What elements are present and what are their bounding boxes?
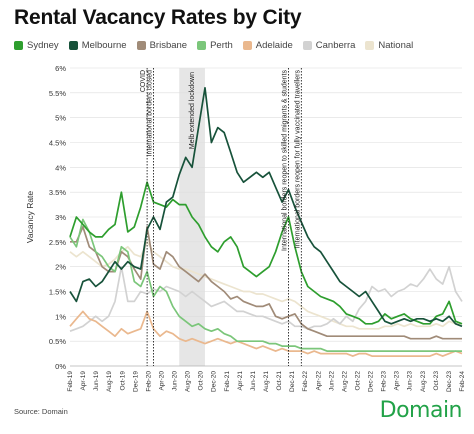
annotation-label: International borders reopen to skilled … (281, 70, 288, 251)
y-tick-label: 3.5% (49, 188, 66, 197)
x-tick-label: Oct-22 (354, 371, 361, 391)
legend-item-canberra[interactable]: Canberra (302, 40, 356, 51)
legend-label: Canberra (315, 40, 356, 51)
y-tick-label: 5% (55, 114, 66, 123)
x-tick-label: Aug-21 (263, 371, 270, 392)
series-line-adelaide (69, 310, 463, 357)
legend: Sydney Melbourne Brisbane Perth Adelaide Canb… (14, 40, 423, 51)
x-tick-label: Dec-19 (132, 371, 139, 392)
legend-label: Melbourne (81, 40, 127, 51)
x-tick-label: Apr-21 (237, 371, 244, 391)
x-tick-label: Dec-21 (289, 371, 296, 392)
y-tick-label: 2.5% (49, 238, 66, 247)
x-tick-label: Aug-20 (185, 371, 192, 392)
x-tick-label: Feb-19 (67, 371, 74, 392)
y-tick-label: 1% (55, 312, 66, 321)
legend-label: Brisbane (149, 40, 188, 51)
y-tick-label: 5.5% (49, 89, 66, 98)
brand-logo: Domain (379, 398, 463, 423)
x-tick-label: Dec-23 (446, 371, 453, 392)
legend-label: Sydney (27, 40, 59, 51)
legend-item-perth[interactable]: Perth (197, 40, 233, 51)
y-tick-label: 2% (55, 263, 66, 272)
x-tick-label: Jun-20 (172, 371, 179, 391)
x-tick-label: Apr-22 (315, 371, 322, 391)
legend-swatch (365, 41, 375, 50)
x-tick-label: Dec-20 (211, 371, 218, 392)
x-tick-label: Jun-21 (250, 371, 257, 391)
legend-label: Adelaide (255, 40, 293, 51)
y-tick-label: 6% (55, 64, 66, 73)
annotation-label: Melb extended lockdown (189, 72, 196, 149)
legend-item-adelaide[interactable]: Adelaide (242, 40, 293, 51)
y-tick-label: 1.5% (49, 288, 66, 297)
x-tick-label: Apr-19 (80, 371, 87, 391)
x-tick-label: Feb-23 (381, 371, 388, 392)
x-tick-label: Oct-19 (119, 371, 126, 391)
x-tick-label: Dec-22 (368, 371, 375, 392)
legend-swatch (68, 41, 78, 50)
series-line-perth (69, 218, 462, 352)
annotation-label: International borders reopen for fully v… (294, 70, 301, 249)
legend-label: National (378, 40, 414, 51)
legend-swatch (242, 41, 252, 50)
y-tick-label: 4% (55, 163, 66, 172)
legend-item-national[interactable]: National (365, 40, 413, 51)
x-tick-label: Feb-20 (145, 371, 152, 392)
y-tick-label: 3% (55, 213, 66, 222)
x-tick-label: Aug-22 (341, 371, 348, 392)
y-tick-label: 4.5% (49, 139, 66, 148)
legend-item-brisbane[interactable]: Brisbane (136, 40, 188, 51)
annotation-label: International borders closed (147, 70, 154, 156)
x-tick-label: Aug-23 (420, 371, 427, 392)
y-tick-label: 0.5% (49, 337, 66, 346)
x-tick-label: Oct-20 (198, 371, 205, 391)
annotation-label: COVID (140, 70, 147, 92)
legend-swatch (136, 41, 146, 50)
series-line-brisbane (70, 226, 462, 340)
x-tick-label: Apr-20 (158, 371, 165, 391)
series-line-canberra (69, 265, 463, 332)
y-tick-label: 0% (55, 362, 66, 371)
x-tick-label: Oct-21 (276, 371, 283, 391)
x-tick-label: Jun-23 (407, 371, 414, 391)
series-line-melbourne (69, 87, 463, 328)
series-line-national (69, 240, 462, 330)
x-tick-label: Feb-21 (224, 371, 231, 392)
x-tick-label: Oct-23 (433, 371, 440, 391)
x-tick-label: Feb-24 (459, 371, 466, 392)
legend-swatch (197, 41, 207, 50)
x-tick-label: Aug-19 (106, 371, 113, 392)
source-note: Source: Domain (14, 407, 68, 416)
x-tick-label: Feb-22 (302, 371, 309, 392)
legend-item-melbourne[interactable]: Melbourne (68, 40, 127, 51)
y-axis-label: Vacancy Rate (25, 191, 35, 244)
legend-label: Perth (210, 40, 233, 51)
legend-swatch (14, 41, 23, 50)
x-tick-label: Jun-19 (93, 371, 100, 391)
series-line-sydney (69, 181, 463, 325)
x-tick-label: Apr-23 (394, 371, 401, 391)
chart-title: Rental Vacancy Rates by City (14, 6, 302, 29)
legend-swatch (302, 41, 312, 50)
legend-item-sydney[interactable]: Sydney (14, 40, 59, 51)
x-tick-label: Jun-22 (328, 371, 335, 391)
